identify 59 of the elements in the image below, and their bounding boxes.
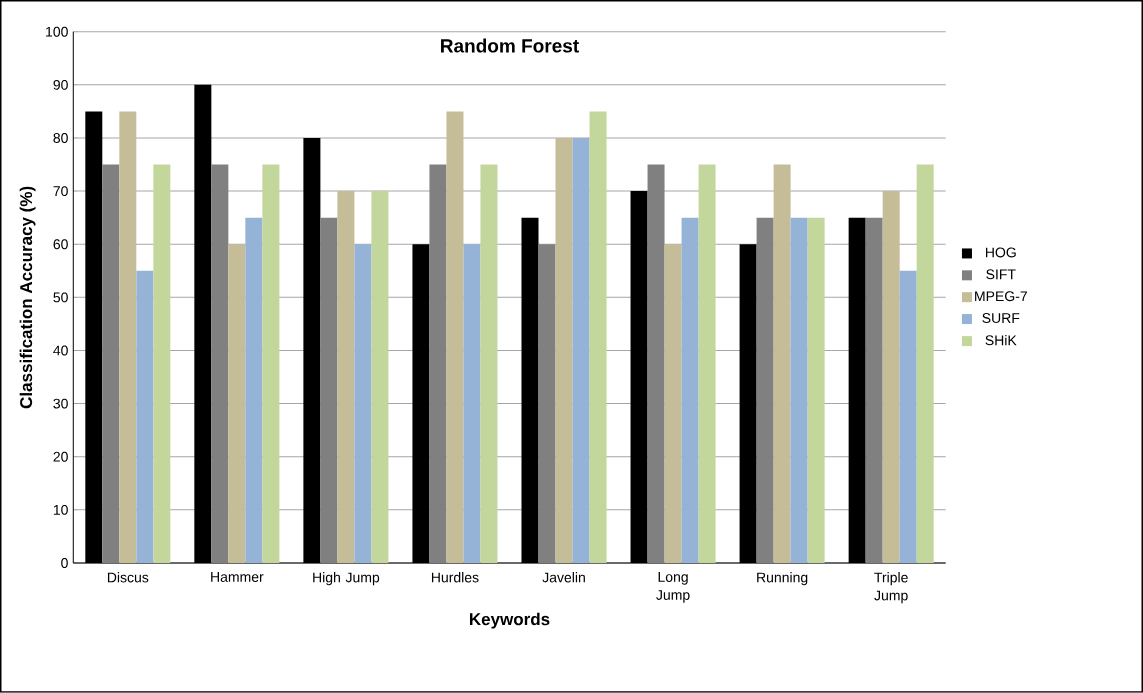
x-axis-title: Keywords [469,612,550,629]
bar [463,244,481,564]
y-tick-label: 30 [53,398,68,409]
bar [807,217,825,564]
bar [681,217,699,564]
y-tick-label: 10 [53,504,68,515]
bar [119,111,137,564]
bar [756,217,774,564]
bar [371,191,389,564]
x-tick-label: High Jump [313,572,380,586]
bar [790,217,808,564]
bar [480,164,498,564]
y-tick-label: 60 [53,239,68,250]
y-axis-title: Classification Accuracy (%) [19,186,36,409]
bar [429,164,447,564]
y-tick-label: 90 [53,80,68,90]
bar [228,244,246,564]
bar [354,244,372,564]
x-tick-label: Discus [107,572,149,583]
bar [102,164,120,564]
bar [589,111,607,564]
bar [136,270,154,564]
y-tick-label: 100 [46,26,68,37]
chart-title: Random Forest [441,38,579,53]
legend-label: SURF [982,313,1020,324]
legend-label: MPEG-7 [975,291,1027,302]
bar [865,217,883,564]
x-tick-label: Running [757,572,808,586]
x-tick-label: Javelin [542,572,585,583]
bar [773,164,791,564]
y-tick-label: 0 [61,558,68,569]
bar [320,217,338,564]
legend-label: HOG [986,247,1016,258]
bar [337,191,355,564]
x-tick-label: Hammer [211,572,264,582]
bar [664,244,682,564]
bar [647,164,665,564]
y-tick-label: 70 [53,186,68,197]
bar [211,164,229,564]
y-tick-label: 80 [53,133,68,144]
bar [698,164,716,564]
y-tick-label: 20 [53,451,68,462]
x-tick-label: Long Jump [656,572,690,603]
bar [899,270,917,564]
x-tick-label: Hurdles [431,572,479,583]
legend-label: SIFT [986,269,1016,280]
bar [153,164,171,564]
x-tick-label: Triple Jump [874,572,908,604]
bar [572,138,590,564]
bar [555,138,573,564]
bar [538,244,556,564]
legend-label: SHiK [985,335,1017,346]
y-tick-label: 50 [53,292,68,303]
bar [446,111,464,564]
bar [882,191,900,564]
bar [262,164,280,564]
y-tick-label: 40 [53,345,68,356]
bar [916,164,934,564]
bar [245,217,263,564]
